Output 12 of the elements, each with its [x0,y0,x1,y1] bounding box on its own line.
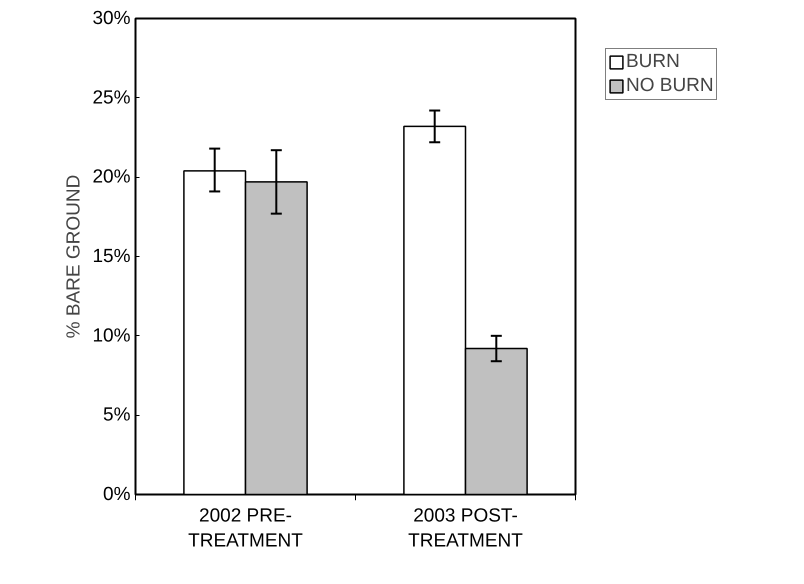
y-axis-title: % BARE GROUND [63,174,84,338]
x-tick-label: 2002 PRE- TREATMENT [188,506,304,552]
y-tick-label: 20% [92,166,131,188]
x-tick-label: 2003 POST- TREATMENT [408,506,524,552]
legend-label: NO BURN [626,75,714,97]
y-tick-label: 30% [92,8,131,29]
y-tick-label: 25% [92,87,131,108]
y-tick-label: 15% [92,246,131,267]
legend-label: BURN [626,51,680,73]
y-tick-label: 0% [103,484,131,505]
y-tick-label: 10% [92,325,131,346]
y-tick-label: 5% [103,404,131,426]
